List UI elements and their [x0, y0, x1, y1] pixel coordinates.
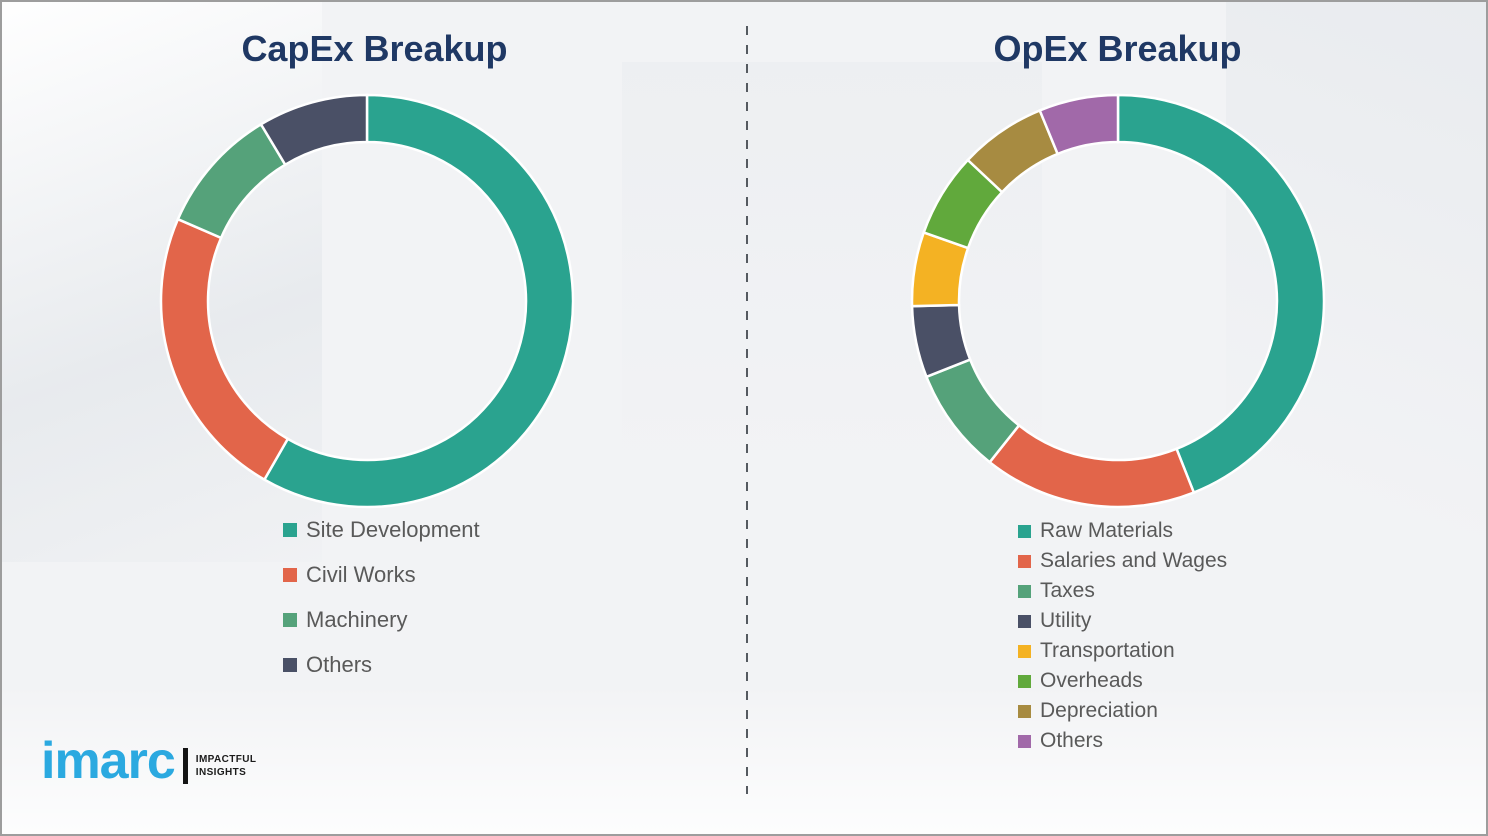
legend-label: Others [1040, 729, 1104, 752]
legend-item-machinery: Machinery [283, 607, 480, 632]
legend-item-utility: Utility [1018, 609, 1227, 633]
legend-label: Utility [1040, 609, 1092, 632]
capex-donut-chart [159, 93, 575, 509]
opex-legend: Raw Materials Salaries and Wages Taxes Util… [1018, 519, 1227, 759]
opex-donut-chart [910, 93, 1326, 509]
legend-swatch-taxes [1018, 584, 1031, 598]
legend-label: Civil Works [306, 562, 416, 587]
logo-divider-bar [182, 748, 188, 785]
imarc-logo: imarc IMPACTFUL INSIGHTS [41, 732, 257, 790]
legend-swatch-depreciation [1018, 704, 1031, 718]
legend-label: Transportation [1040, 639, 1175, 662]
legend-label: Overheads [1040, 669, 1143, 692]
capex-legend: Site Development Civil Works Machinery Othe… [283, 517, 480, 698]
logo-tagline-line1: IMPACTFUL [195, 754, 257, 766]
legend-item-transportation: Transportation [1018, 639, 1227, 663]
legend-item-salaries-and-wages: Salaries and Wages [1018, 549, 1227, 573]
legend-swatch-utility [1018, 614, 1031, 628]
donut-slice-site-development [262, 93, 575, 509]
legend-swatch-site-development [283, 523, 297, 537]
imarc-logo-wordmark: imarc [41, 732, 176, 790]
legend-swatch-overheads [1018, 674, 1031, 688]
donut-slice-machinery [176, 122, 287, 240]
legend-item-depreciation: Depreciation [1018, 699, 1227, 723]
legend-label: Salaries and Wages [1040, 549, 1228, 572]
legend-item-others: Others [1018, 729, 1227, 753]
legend-label: Others [306, 652, 373, 677]
legend-swatch-civil-works [283, 568, 297, 582]
legend-item-others: Others [283, 652, 480, 677]
legend-label: Depreciation [1040, 699, 1158, 722]
legend-swatch-raw-materials [1018, 524, 1031, 538]
legend-swatch-machinery [283, 613, 297, 627]
legend-swatch-salaries-and-wages [1018, 554, 1031, 568]
panel-divider-dashed-line [746, 26, 748, 794]
legend-swatch-transportation [1018, 644, 1031, 658]
legend-label: Taxes [1040, 579, 1095, 602]
legend-item-overheads: Overheads [1018, 669, 1227, 693]
legend-label: Machinery [306, 607, 408, 632]
legend-swatch-others [1018, 734, 1031, 748]
legend-swatch-others [283, 658, 297, 672]
donut-slice-civil-works [159, 217, 290, 482]
donut-slice-others [1038, 93, 1120, 156]
logo-tagline: IMPACTFUL INSIGHTS [196, 753, 257, 779]
capex-chart-title: CapEx Breakup [241, 28, 508, 69]
opex-chart-title: OpEx Breakup [993, 28, 1242, 69]
legend-item-civil-works: Civil Works [283, 562, 480, 587]
donut-slice-raw-materials [1116, 93, 1326, 495]
legend-item-site-development: Site Development [283, 517, 480, 542]
donut-slice-others [259, 93, 369, 167]
legend-item-taxes: Taxes [1018, 579, 1227, 603]
logo-tagline-line2: INSIGHTS [195, 767, 247, 779]
donut-slice-salaries-and-wages [987, 423, 1196, 509]
legend-label: Site Development [306, 517, 480, 542]
legend-label: Raw Materials [1040, 519, 1174, 542]
legend-item-raw-materials: Raw Materials [1018, 519, 1227, 543]
